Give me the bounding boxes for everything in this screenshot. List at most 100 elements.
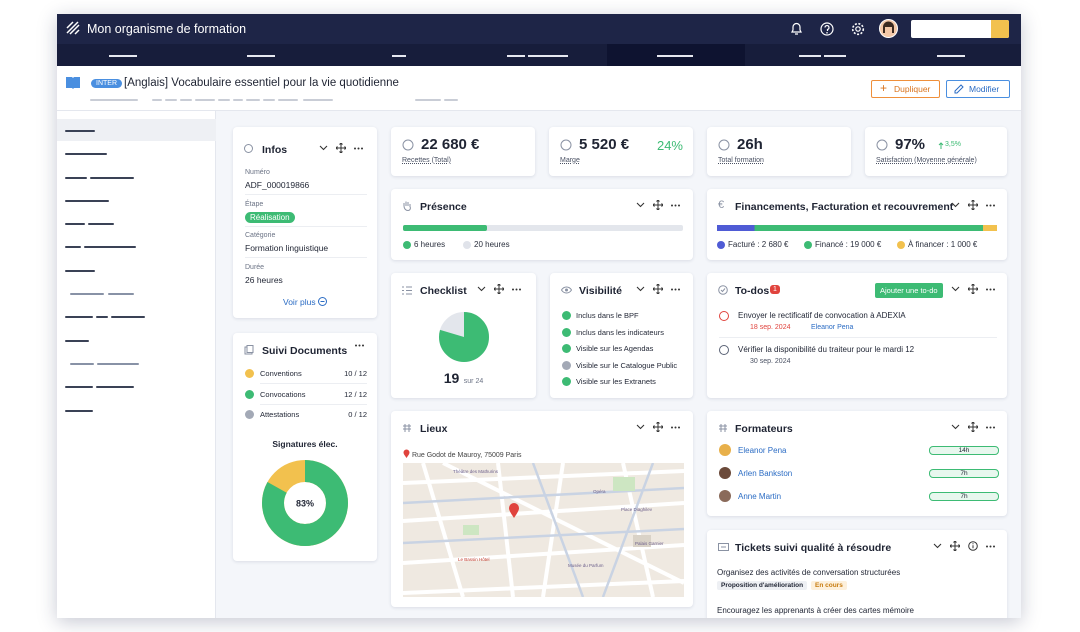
card-title: Présence [420, 201, 467, 213]
separator [260, 383, 367, 384]
book-icon [66, 77, 80, 89]
kpi-value: 5 520 € [579, 136, 630, 153]
collapse-icon[interactable] [933, 543, 942, 549]
move-icon[interactable] [494, 284, 504, 294]
menu-icon[interactable] [355, 344, 364, 347]
todo-text: Vérifier la disponibilité du traiteur po… [738, 345, 915, 354]
menu-icon[interactable] [671, 204, 680, 207]
menu-icon[interactable] [671, 288, 680, 291]
checklist-card: Checklist 19 sur 24 [391, 273, 536, 398]
button-label: Modifier [969, 84, 1000, 94]
kpi-icon-shape [876, 139, 888, 151]
search-button[interactable] [991, 20, 1009, 38]
legend-item: Facturé : 2 680 € [717, 240, 788, 249]
menu-icon[interactable] [986, 426, 995, 429]
trainer-hours: 14h [929, 446, 999, 455]
legend-item: 6 heures [403, 240, 445, 249]
collapse-icon[interactable] [319, 145, 328, 151]
page-header: INTER [Anglais] Vocabulaire essentiel po… [57, 66, 1021, 111]
move-icon[interactable] [653, 422, 663, 432]
card-title: Infos [262, 144, 288, 156]
bar-fill [403, 225, 487, 231]
address: Rue Godot de Mauroy, 75009 Paris [403, 449, 522, 459]
separator [245, 257, 367, 258]
session-badge: INTER [91, 79, 122, 88]
trainer-name[interactable]: Eleanor Pena [738, 446, 787, 455]
move-icon[interactable] [653, 200, 663, 210]
formateurs-card: Formateurs Eleanor Pena 14h Arlen Bankston… [707, 411, 1007, 516]
doc-label: Conventions [260, 369, 302, 378]
tickets-card: Tickets suivi qualité à résoudre Organis… [707, 530, 1007, 618]
todo-count-badge: 1 [770, 285, 780, 294]
collapse-icon[interactable] [951, 286, 960, 292]
move-icon[interactable] [653, 284, 663, 294]
doc-label: Attestations [260, 410, 300, 419]
duplicate-button[interactable]: + Dupliquer [871, 80, 940, 98]
trainer-name[interactable]: Anne Martin [738, 492, 782, 501]
see-more-link[interactable]: Voir plus [233, 297, 377, 307]
menu-icon[interactable] [671, 426, 680, 429]
search-box[interactable] [911, 20, 1009, 38]
menu-icon[interactable] [512, 288, 521, 291]
card-title: Suivi Documents [262, 345, 348, 357]
trainer-name[interactable]: Arlen Bankston [738, 469, 793, 478]
card-tools [319, 143, 363, 153]
bar-segment [717, 225, 755, 231]
card-tools [477, 284, 521, 294]
collapse-icon[interactable] [636, 424, 645, 430]
todo-checkbox[interactable] [719, 345, 729, 355]
map[interactable]: Théâtre des Mathurins Opéra Place Diaghile… [403, 463, 684, 597]
menu-icon[interactable] [986, 545, 995, 548]
user-avatar[interactable] [879, 19, 898, 38]
map-label: Opéra [593, 489, 606, 494]
done-count: 19 [443, 370, 460, 386]
kpi-icon [560, 139, 572, 151]
visibility-item: Visible sur le Catalogue Public [576, 360, 678, 370]
collapse-icon[interactable] [636, 286, 645, 292]
info-icon[interactable] [968, 541, 978, 551]
menu-icon[interactable] [354, 147, 363, 150]
edit-button[interactable]: Modifier [946, 80, 1010, 98]
legend-item: 20 heures [463, 240, 510, 249]
help-icon[interactable] [820, 22, 834, 36]
add-todo-button[interactable]: Ajouter une to-do [875, 283, 943, 298]
kpi-extra: 3,5% [945, 141, 961, 148]
card-title: Lieux [420, 423, 448, 435]
settings-icon[interactable] [851, 22, 865, 36]
donut-label: 83% [296, 499, 314, 509]
kpi-icon-shape [718, 139, 730, 151]
status-icon [245, 389, 254, 399]
ring-value [262, 460, 348, 546]
presence-bar [403, 225, 683, 231]
sidebar-item-active[interactable] [57, 119, 216, 141]
logo [66, 21, 80, 35]
move-icon[interactable] [950, 541, 960, 551]
menu-icon[interactable] [986, 288, 995, 291]
kpi-icon [402, 139, 414, 151]
kpi-card: 22 680 € Recettes (Total) [391, 127, 535, 176]
move-icon[interactable] [968, 200, 978, 210]
card-title: Checklist [420, 285, 467, 297]
collapse-icon[interactable] [477, 286, 486, 292]
collapse-icon[interactable] [951, 202, 960, 208]
todo-checkbox[interactable] [719, 311, 729, 321]
kpi-label: Total formation [718, 157, 764, 164]
move-icon[interactable] [336, 143, 346, 153]
ticket-tag: En cours [811, 581, 847, 590]
separator [245, 225, 367, 227]
trainer-hours: 7h [929, 469, 999, 478]
donut-hole [285, 483, 325, 523]
collapse-icon[interactable] [636, 202, 645, 208]
field-value: ADF_000019866 [245, 180, 310, 190]
todos-card: To-dos 1 Ajouter une to-do Envoyer le re… [707, 273, 1007, 398]
collapse-icon[interactable] [951, 424, 960, 430]
map-pin [509, 503, 519, 518]
todo-text: Envoyer le rectificatif de convocation à… [738, 311, 906, 320]
kpi-label: Recettes (Total) [402, 157, 452, 164]
menu-icon[interactable] [986, 204, 995, 207]
notifications-icon[interactable] [790, 22, 803, 36]
move-icon[interactable] [968, 422, 978, 432]
visibilite-card: Visibilité Inclus dans le BPF Inclus dans… [550, 273, 693, 398]
move-icon[interactable] [968, 284, 978, 294]
